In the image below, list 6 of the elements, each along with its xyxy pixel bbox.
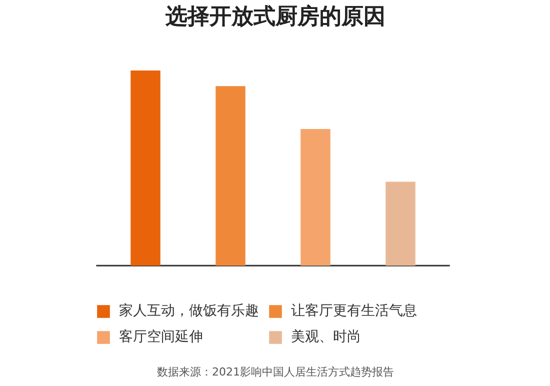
chart-title: 选择开放式厨房的原因 [164, 4, 386, 30]
legend-label: 客厅空间延伸 [119, 328, 203, 346]
legend-label: 家人互动，做饭有乐趣 [119, 302, 259, 320]
legend-label: 美观、时尚 [291, 328, 361, 346]
source-note: 数据来源：2021影响中国人居生活方式趋势报告 [157, 366, 394, 378]
legend-label: 让客厅更有生活气息 [291, 302, 417, 320]
